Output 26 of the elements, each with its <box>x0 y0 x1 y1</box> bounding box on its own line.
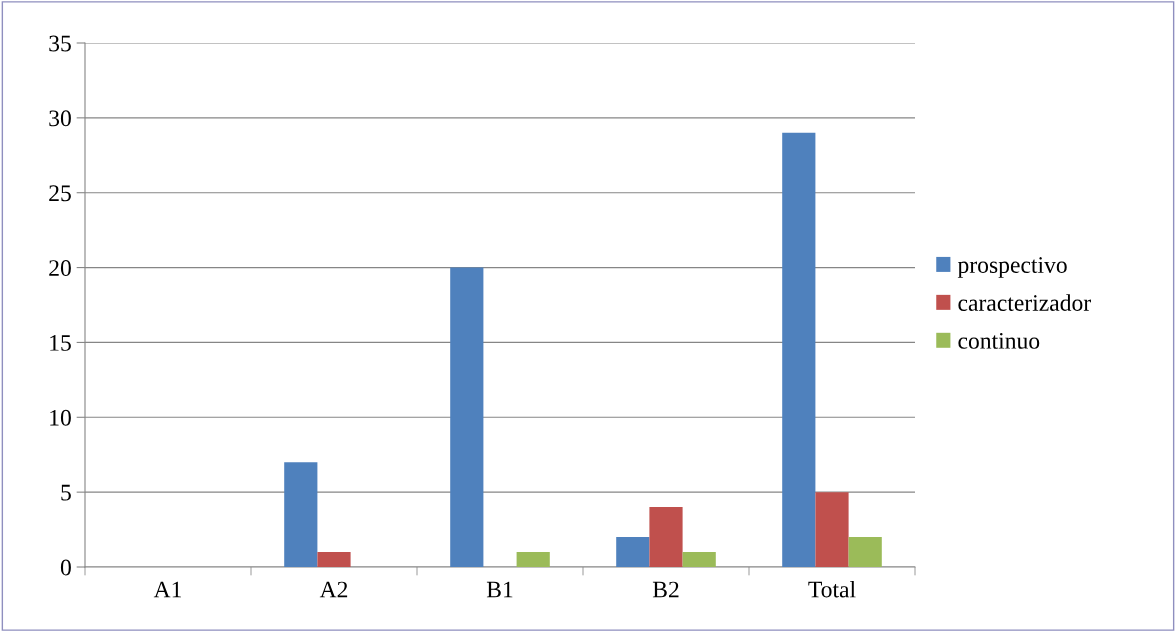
y-tick-label: 15 <box>50 335 71 351</box>
y-tick-label: 30 <box>49 110 71 127</box>
x-tick-label: Total <box>808 580 856 598</box>
bar <box>682 552 716 567</box>
bar <box>815 492 849 567</box>
y-tick-label: 25 <box>49 185 71 202</box>
bar <box>848 537 882 567</box>
bar <box>616 537 650 567</box>
x-tick-label: B1 <box>486 581 513 598</box>
y-tick-label: 0 <box>60 559 71 576</box>
bar <box>450 267 484 567</box>
x-tick-label: A2 <box>319 581 348 598</box>
legend-label: continuo <box>958 332 1040 349</box>
legend-label: caracterizador <box>958 294 1091 311</box>
y-tick-label: 35 <box>49 35 71 52</box>
y-tick-label: 10 <box>50 409 71 426</box>
bar <box>649 507 683 567</box>
y-tick-label: 20 <box>49 260 71 276</box>
y-tick-label: 5 <box>61 484 71 501</box>
bar <box>317 552 351 567</box>
bar <box>782 132 816 567</box>
bar <box>284 462 318 567</box>
bar <box>516 552 550 567</box>
legend-label: prospectivo <box>957 257 1067 278</box>
x-tick-label: B2 <box>652 581 679 598</box>
x-tick-label: A1 <box>153 581 182 598</box>
